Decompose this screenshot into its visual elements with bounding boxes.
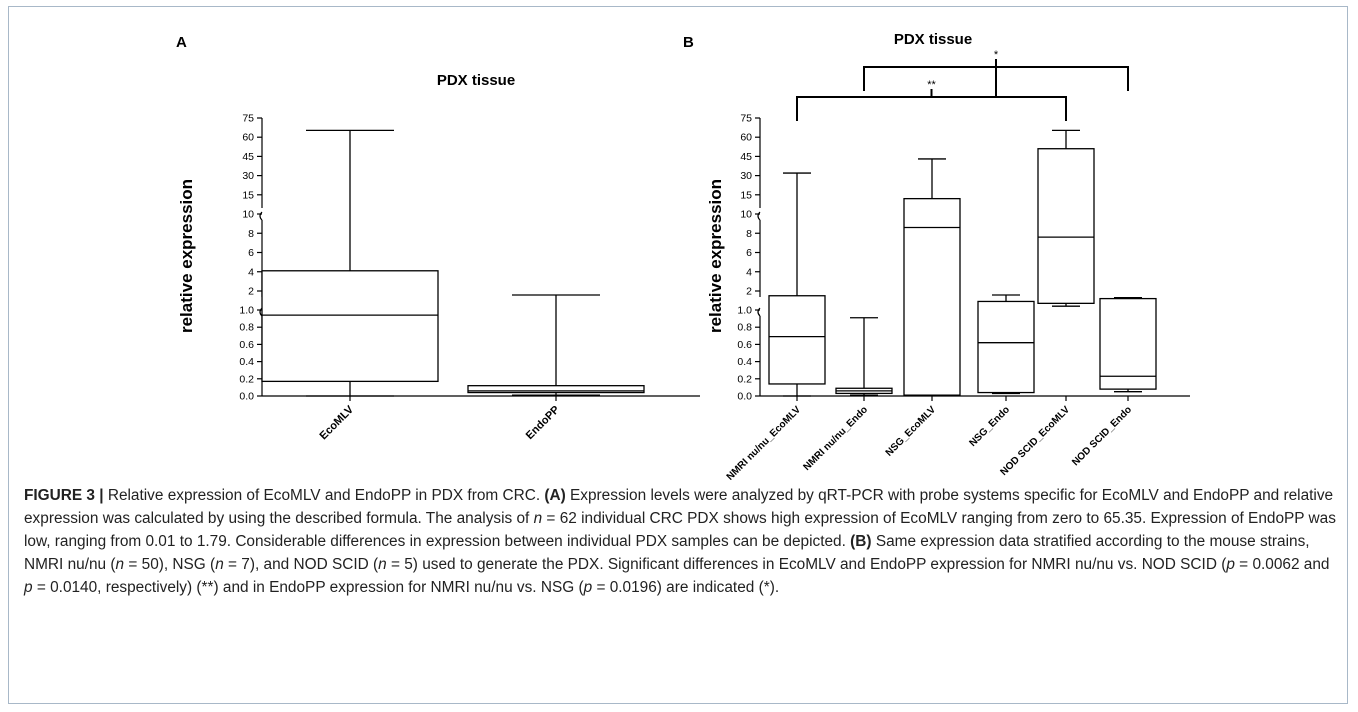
caption-lead: FIGURE 3 | xyxy=(24,487,104,504)
y-tick-label: 0.4 xyxy=(737,356,752,368)
axis-break-mark xyxy=(259,211,263,221)
caption-b-label: (B) xyxy=(850,533,872,550)
panel-label-b: B xyxy=(683,34,694,51)
axis-break-mark xyxy=(757,307,761,317)
y-tick-label: 0.0 xyxy=(239,391,254,403)
y-tick-label: 0.0 xyxy=(737,391,752,403)
box-iqr xyxy=(261,270,439,383)
box-iqr xyxy=(1099,297,1157,390)
category-label: NSG_EcoMLV xyxy=(884,404,939,459)
y-tick-label: 4 xyxy=(248,266,254,278)
y-tick-label: 0.6 xyxy=(737,339,752,351)
y-axis-label: relative expression xyxy=(706,179,725,333)
y-tick-label: 0.8 xyxy=(239,322,254,334)
caption-b-text3: = 7), and NOD SCID ( xyxy=(223,556,379,573)
caption-b-n1: n xyxy=(115,556,125,573)
category-label: EcoMLV xyxy=(318,403,357,442)
axis-break-mark xyxy=(757,211,761,221)
caption-a-text2: = 62 individual CRC PDX shows high expre… xyxy=(24,510,1336,550)
y-tick-label: 75 xyxy=(740,113,752,125)
y-axis-label: relative expression xyxy=(177,179,196,333)
caption-b-text5: = 0.0062 and xyxy=(1234,556,1330,573)
caption-b-text7: = 0.0196) are indicated (*). xyxy=(592,579,780,596)
figure-charts: 0.0 0.2 0.4 0.6 0.8 1.0 2 4 6 8 10 15 30 45 60 75 relati… xyxy=(176,31,1190,480)
y-tick-label: 10 xyxy=(740,209,752,221)
box-nsg-ecomlv: NSG_EcoMLV xyxy=(884,158,961,459)
box-iqr xyxy=(467,385,645,394)
chart-title: PDX tissue xyxy=(894,31,972,48)
caption-b-p1: p xyxy=(1226,556,1235,573)
y-tick-label: 8 xyxy=(746,228,752,240)
y-tick-label: 4 xyxy=(746,266,752,278)
panel-label-a: A xyxy=(176,34,187,51)
y-tick-label: 0.8 xyxy=(737,322,752,334)
y-tick-label: 6 xyxy=(746,247,752,259)
y-tick-label: 0.4 xyxy=(239,356,254,368)
y-tick-label: 2 xyxy=(746,286,752,298)
bracket-line xyxy=(796,96,1067,121)
box-iqr xyxy=(768,295,826,385)
significance-label: ** xyxy=(927,79,936,91)
caption-b-p3: p xyxy=(583,579,593,596)
box-iqr xyxy=(903,197,961,396)
y-tick-label: 60 xyxy=(242,132,254,144)
caption-b-text: Same expression data stratified accordin… xyxy=(24,533,1310,573)
y-tick-label: 30 xyxy=(740,170,752,182)
y-tick-label: 10 xyxy=(242,209,254,221)
y-tick-label: 8 xyxy=(248,228,254,240)
category-label: NMRI nu/nu_EcoMLV xyxy=(725,404,804,480)
box-nsg-endo: NSG_Endo xyxy=(967,294,1035,449)
y-tick-label: 1.0 xyxy=(737,305,752,317)
y-tick-label: 0.2 xyxy=(239,373,254,385)
chart-title: PDX tissue xyxy=(437,72,515,89)
significance-bracket: ** xyxy=(796,79,1067,121)
category-label: NMRI nu/nu_Endo xyxy=(801,404,870,473)
y-tick-label: 2 xyxy=(248,286,254,298)
figure-caption: FIGURE 3 | Relative expression of EcoMLV… xyxy=(24,484,1338,599)
caption-intro: Relative expression of EcoMLV and EndoPP… xyxy=(103,487,545,504)
category-label: NOD SCID_EcoMLV xyxy=(998,404,1072,478)
category-label: NOD SCID_Endo xyxy=(1070,404,1134,468)
caption-b-n2: n xyxy=(215,556,224,573)
caption-b-p2: p xyxy=(24,579,33,596)
box-ecomlv: EcoMLV xyxy=(261,129,439,442)
category-label: NSG_Endo xyxy=(967,404,1012,449)
y-tick-label: 1.0 xyxy=(239,305,254,317)
caption-a-n: n xyxy=(533,510,543,527)
y-tick-label: 0.6 xyxy=(239,339,254,351)
y-tick-label: 15 xyxy=(242,189,254,201)
y-tick-label: 45 xyxy=(740,151,752,163)
caption-b-text6: = 0.0140, respectively) (**) and in Endo… xyxy=(32,579,584,596)
box-iqr xyxy=(1037,148,1095,305)
box-endopp: EndoPP xyxy=(467,294,645,442)
y-tick-label: 15 xyxy=(740,189,752,201)
caption-b-n3: n xyxy=(378,556,387,573)
significance-label: * xyxy=(994,49,999,61)
y-tick-label: 6 xyxy=(248,247,254,259)
y-tick-label: 75 xyxy=(242,113,254,125)
y-tick-label: 30 xyxy=(242,170,254,182)
chart-panel-a: 0.0 0.2 0.4 0.6 0.8 1.0 2 4 6 8 10 15 30 45 60 75 relati… xyxy=(177,72,700,442)
y-tick-label: 0.2 xyxy=(737,373,752,385)
caption-b-text4: = 5) used to generate the PDX. Significa… xyxy=(386,556,1227,573)
caption-b-text2: = 50), NSG ( xyxy=(124,556,216,573)
category-label: EndoPP xyxy=(524,404,562,442)
caption-a-text: Expression levels were analyzed by qRT-P… xyxy=(24,487,1334,527)
box-iqr xyxy=(977,300,1035,394)
chart-panel-b: 0.0 0.2 0.4 0.6 0.8 1.0 2 4 6 8 10 15 30 45 60 75 relati… xyxy=(706,31,1190,480)
y-tick-label: 60 xyxy=(740,132,752,144)
box-nod-scid-endo: NOD SCID_Endo xyxy=(1070,296,1157,468)
caption-a-label: (A) xyxy=(544,487,566,504)
y-tick-label: 45 xyxy=(242,151,254,163)
